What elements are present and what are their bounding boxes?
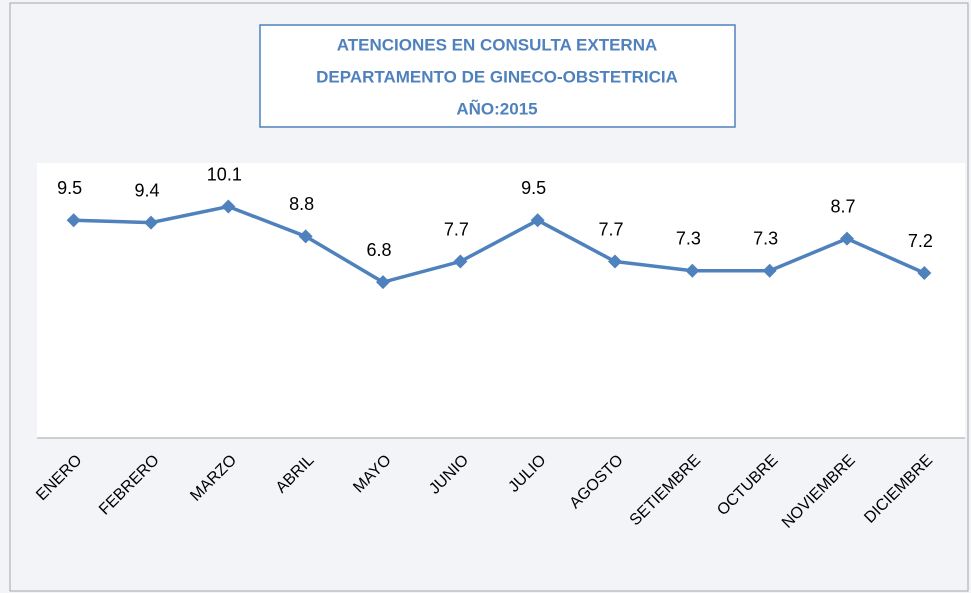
data-label: 7.3 xyxy=(753,228,778,248)
plot-area xyxy=(37,163,965,438)
chart-title: AÑO:2015 xyxy=(456,98,537,118)
marker xyxy=(917,266,932,280)
marker xyxy=(530,213,545,228)
marker xyxy=(298,229,313,244)
marker xyxy=(453,254,468,269)
data-label: 8.8 xyxy=(289,194,314,214)
data-label: 8.7 xyxy=(830,196,855,216)
data-label: 7.7 xyxy=(598,219,623,239)
data-label: 7.2 xyxy=(908,231,933,251)
marker xyxy=(762,263,777,278)
title-box xyxy=(259,24,736,128)
data-label: 10.1 xyxy=(207,164,242,184)
data-label: 7.7 xyxy=(444,219,469,239)
marker xyxy=(66,213,81,228)
data-label: 7.3 xyxy=(676,228,701,248)
chart-title: DEPARTAMENTO DE GINECO-OBSTETRICIA xyxy=(316,67,678,86)
marker xyxy=(608,254,622,269)
marker xyxy=(376,275,390,290)
data-label: 6.8 xyxy=(366,240,391,260)
line xyxy=(73,204,926,285)
marker xyxy=(144,215,158,230)
data-label: 9.4 xyxy=(134,180,159,200)
marker xyxy=(840,231,854,246)
data-label: 9.5 xyxy=(57,178,82,198)
data-label: 9.5 xyxy=(521,178,546,198)
marker xyxy=(685,263,700,278)
marker xyxy=(221,199,236,214)
chart-title: ATENCIONES EN CONSULTA EXTERNA xyxy=(337,35,658,54)
